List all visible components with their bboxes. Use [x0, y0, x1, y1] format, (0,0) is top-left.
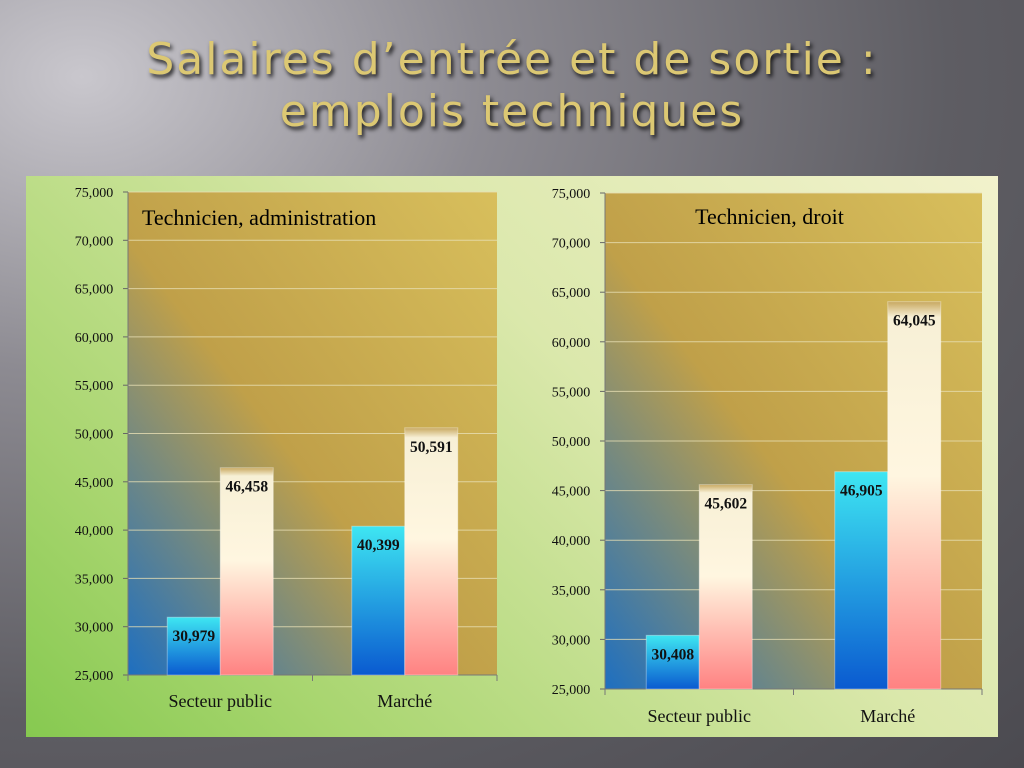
y-tick-label: 55,000: [552, 385, 591, 400]
y-tick-label: 30,000: [552, 633, 591, 648]
bar-value-label: 45,602: [704, 496, 747, 513]
y-tick-label: 40,000: [552, 534, 591, 549]
bar-2-secteur-public: [219, 467, 274, 676]
y-tick-label: 55,000: [75, 379, 114, 394]
y-tick-label: 35,000: [552, 584, 591, 599]
y-tick-label: 50,000: [552, 435, 591, 450]
y-tick-label: 70,000: [552, 237, 591, 252]
y-tick-label: 25,000: [552, 683, 591, 698]
bar-value-label: 46,458: [225, 479, 268, 496]
bar-value-label: 30,408: [651, 646, 694, 663]
y-tick-label: 30,000: [75, 621, 114, 636]
y-tick-label: 75,000: [75, 186, 114, 201]
bar-2-marche: [404, 427, 459, 676]
y-tick-label: 65,000: [75, 283, 114, 298]
chart-technicien-administration: 25,000 30,000 35,000 40,000 45,000 50,000 55,0…: [75, 186, 498, 711]
chart-technicien-droit: 25,000 30,000 35,000 40,000 45,000 50,000 55,0…: [552, 187, 983, 726]
y-tick-label: 45,000: [552, 485, 591, 500]
bar-value-label: 30,979: [172, 628, 215, 645]
y-tick-label: 45,000: [75, 476, 114, 491]
x-category-label: Marché: [860, 706, 915, 726]
y-tick-label: 60,000: [75, 331, 114, 346]
chart-title: Technicien, administration: [142, 205, 376, 230]
bar-2-secteur-public: [698, 484, 753, 690]
y-tick-label: 60,000: [552, 336, 591, 351]
slide-title-line1: Salaires d’entrée et de sortie :: [146, 34, 878, 85]
y-tick-label: 25,000: [75, 669, 114, 684]
y-tick-label: 75,000: [552, 187, 591, 202]
bar-1-secteur-public: [166, 616, 221, 676]
slide-title: Salaires d’entrée et de sortie : emplois…: [0, 34, 1024, 138]
bar-value-label: 50,591: [410, 439, 453, 456]
bar-value-label: 46,905: [840, 483, 883, 500]
chart-title: Technicien, droit: [695, 204, 844, 229]
slide-title-line2: emplois techniques: [279, 86, 745, 137]
bar-value-label: 40,399: [357, 537, 400, 554]
x-category-label: Secteur public: [648, 706, 751, 726]
x-category-label: Marché: [377, 691, 432, 711]
y-tick-label: 35,000: [75, 572, 114, 587]
bar-1-marche: [834, 471, 889, 690]
y-tick-label: 50,000: [75, 428, 114, 443]
bar-2-marche: [887, 301, 942, 690]
y-tick-label: 40,000: [75, 524, 114, 539]
bar-1-secteur-public: [645, 634, 700, 690]
y-tick-label: 65,000: [552, 286, 591, 301]
y-tick-label: 70,000: [75, 234, 114, 249]
bar-value-label: 64,045: [893, 313, 936, 330]
x-category-label: Secteur public: [169, 691, 272, 711]
